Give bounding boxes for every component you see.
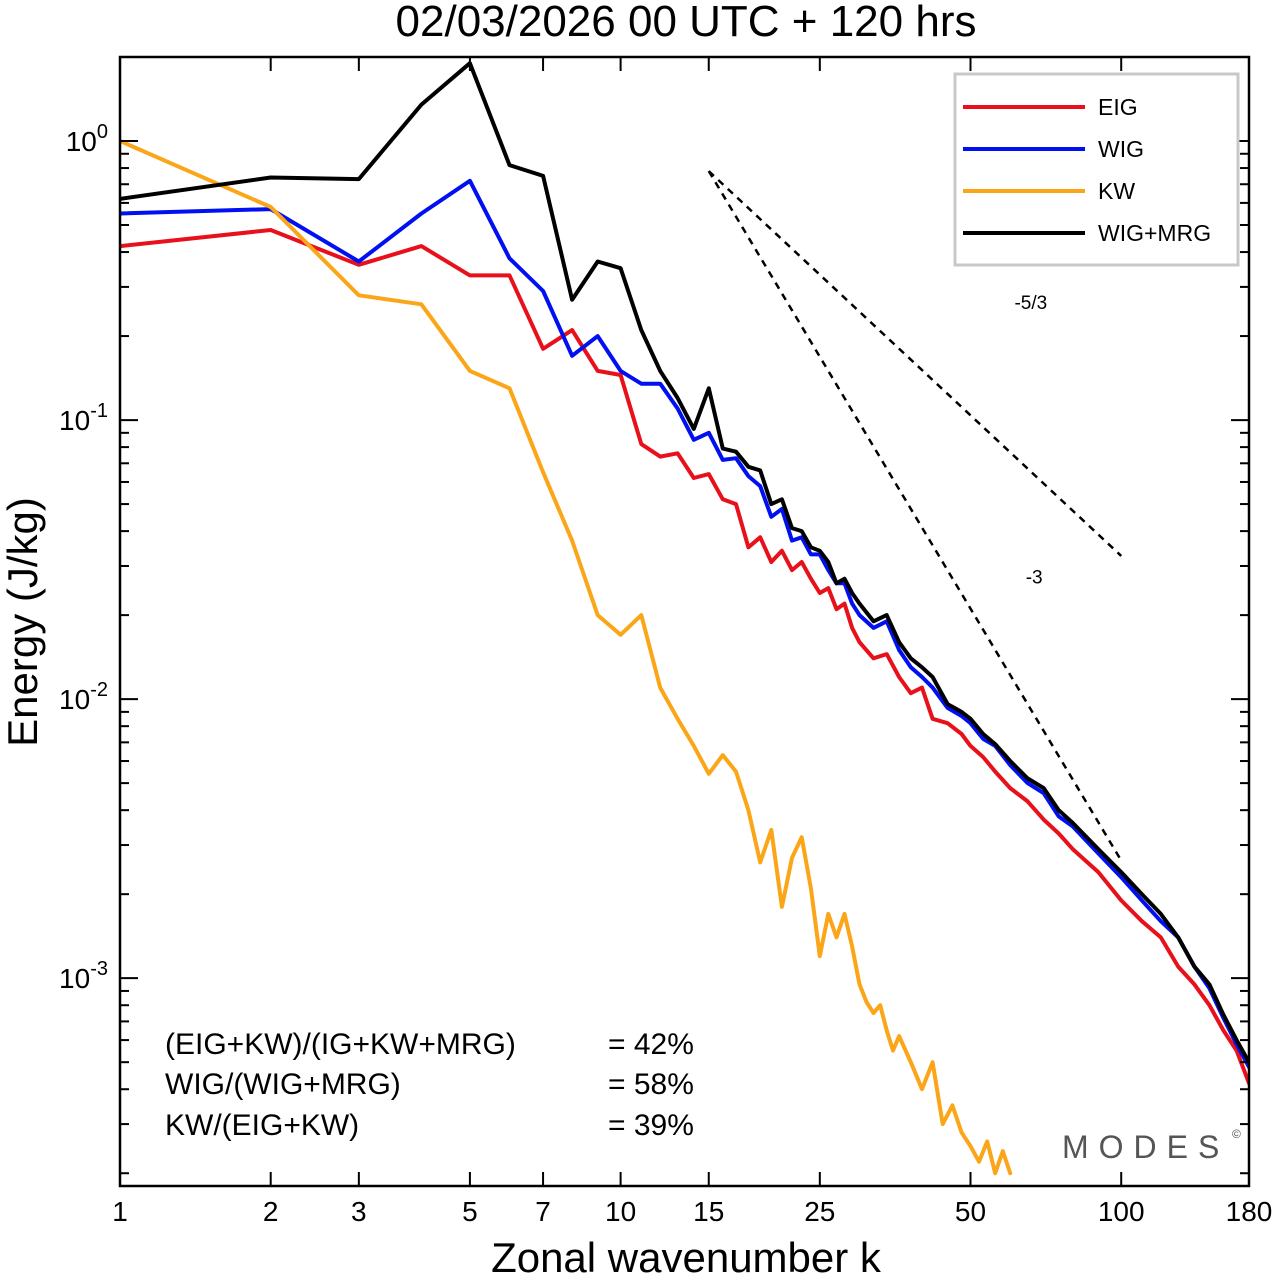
stat-value-wig-ratio: = 58% xyxy=(608,1068,694,1101)
y-tick-label: 10-3 xyxy=(59,958,108,994)
stat-value-kw-ratio: = 39% xyxy=(608,1109,694,1142)
legend-label-eig: EIG xyxy=(1098,94,1138,120)
y-tick-label: 100 xyxy=(66,121,108,157)
x-tick-label: 180 xyxy=(1226,1196,1273,1227)
x-tick-label: 25 xyxy=(804,1196,835,1227)
x-axis-label: Zonal wavenumber k xyxy=(491,1234,882,1281)
reference-lines: -5/3 -3 xyxy=(707,170,1123,862)
series-line-eig xyxy=(120,228,1249,1086)
x-tick-label: 1 xyxy=(112,1196,128,1227)
x-tick-label: 3 xyxy=(351,1196,367,1227)
chart-title: 02/03/2026 00 UTC + 120 hrs xyxy=(396,0,977,46)
x-tick-label: 100 xyxy=(1098,1196,1145,1227)
stat-label-eig-kw-ratio: (EIG+KW)/(IG+KW+MRG) xyxy=(165,1028,516,1061)
slope-label-2: -3 xyxy=(1026,567,1043,588)
x-tick-label: 7 xyxy=(535,1196,551,1227)
stats-block: (EIG+KW)/(IG+KW+MRG) = 42% WIG/(WIG+MRG)… xyxy=(165,1028,694,1142)
copyright-mark: © xyxy=(1232,1127,1241,1141)
legend-label-wig-mrg: WIG+MRG xyxy=(1098,220,1211,246)
axis-ticks: 1 2 3 5 7 10 15 25 50 100 180 100 10-1 10-2 10-3 xyxy=(59,56,1273,1227)
series-line-wig xyxy=(120,178,1249,1070)
x-tick-label: 50 xyxy=(955,1196,986,1227)
legend-label-wig: WIG xyxy=(1098,136,1144,162)
slope-label-1: -5/3 xyxy=(1014,293,1047,314)
stat-label-kw-ratio: KW/(EIG+KW) xyxy=(165,1109,359,1142)
stat-value-eig-kw-ratio: = 42% xyxy=(608,1028,694,1061)
x-tick-label: 2 xyxy=(263,1196,279,1227)
stat-label-wig-ratio: WIG/(WIG+MRG) xyxy=(165,1068,401,1101)
x-tick-label: 5 xyxy=(462,1196,478,1227)
x-tick-label: 15 xyxy=(693,1196,724,1227)
y-tick-label: 10-1 xyxy=(59,400,108,436)
modes-brand: MODES xyxy=(1062,1129,1229,1165)
legend: EIG WIG KW WIG+MRG xyxy=(953,72,1240,267)
series-line-wig-mrg xyxy=(120,61,1249,1065)
reference-line-slope-1 xyxy=(707,170,1123,557)
series-line-kw xyxy=(120,139,1013,1176)
reference-line-slope-2 xyxy=(707,170,1123,862)
plot-frame xyxy=(118,55,1251,1188)
series-layer xyxy=(120,61,1249,1176)
x-tick-label: 10 xyxy=(605,1196,636,1227)
y-axis-label: Energy (J/kg) xyxy=(0,497,46,747)
y-tick-label: 10-2 xyxy=(59,679,108,715)
legend-label-kw: KW xyxy=(1098,178,1135,204)
